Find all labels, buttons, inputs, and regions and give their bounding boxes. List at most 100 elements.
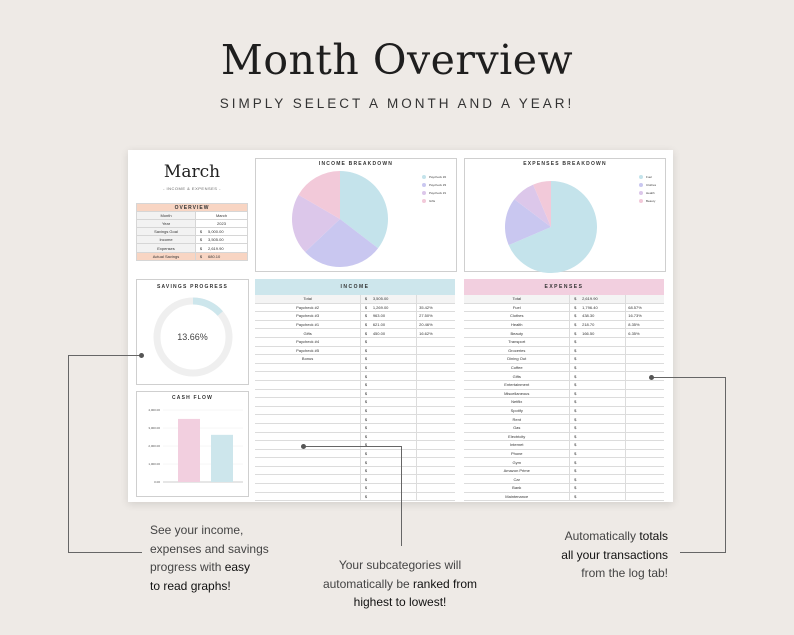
income-row-percent <box>416 432 455 442</box>
callout-line-left <box>68 355 69 553</box>
income-row: Paycheck #5 $ <box>255 346 455 356</box>
expenses-row-percent <box>625 371 664 381</box>
legend-item: Beauty <box>639 199 656 207</box>
income-row-percent <box>416 414 455 424</box>
callout-left-line: expenses and savings <box>150 541 269 556</box>
expenses-row-percent: 6.35% <box>625 328 664 338</box>
overview-label-expenses: Expenses <box>136 243 196 253</box>
expenses-row: Rent $ <box>464 414 664 424</box>
expenses-row-value <box>580 474 627 485</box>
overview-value-month[interactable]: March <box>195 211 248 221</box>
expenses-row-name: Groceries <box>464 346 571 356</box>
income-row-percent: 16.62% <box>416 328 455 338</box>
expenses-row-value <box>580 371 627 381</box>
income-row-value <box>370 492 418 502</box>
income-row: $ <box>255 397 455 407</box>
income-row: $ <box>255 363 455 373</box>
income-row-value <box>370 474 418 485</box>
income-row-percent <box>416 449 455 459</box>
expenses-row: Transport $ <box>464 337 664 347</box>
legend-label: Health <box>646 191 655 195</box>
currency-sign: $ <box>360 328 371 338</box>
income-row-name <box>255 397 362 407</box>
expenses-row-name: Gym <box>464 457 571 467</box>
currency-sign: $ <box>360 380 371 390</box>
currency-sign: $ <box>360 457 371 467</box>
income-row: $ <box>255 449 455 459</box>
legend-swatch <box>639 191 643 196</box>
income-row-value: 621.00 <box>370 320 418 330</box>
income-row-value <box>370 449 418 459</box>
callout-line-right <box>651 377 725 378</box>
expenses-row-percent <box>625 449 664 459</box>
currency-sign: $ <box>569 346 581 356</box>
income-row-percent <box>416 380 455 390</box>
expenses-row-value <box>580 492 627 502</box>
cash-flow-panel: CASH FLOW 4,000.00 3,000.00 2,000.00 1,000.… <box>136 391 249 497</box>
expenses-row-percent <box>625 440 664 450</box>
expenses-row-value <box>580 457 627 467</box>
expenses-row: Internet $ <box>464 440 664 450</box>
legend-label: Fuel <box>646 175 652 179</box>
income-row-percent <box>416 337 455 347</box>
income-row-value <box>370 423 418 433</box>
income-row: $ <box>255 474 455 485</box>
legend-swatch <box>422 191 426 196</box>
income-row-percent: 27.50% <box>416 311 455 321</box>
tick-label: 4,000.00 <box>148 408 160 412</box>
legend-item: Fuel <box>639 175 656 183</box>
expenses-row-name: Netflix <box>464 397 571 407</box>
legend-label: Paycheck #1 <box>429 191 447 195</box>
currency-sign: $ <box>569 492 581 502</box>
expenses-row: Fuel $1,796.40 68.57% <box>464 303 664 313</box>
income-row-name: Paycheck #1 <box>255 320 362 330</box>
legend-label: Paycheck #2 <box>429 175 447 179</box>
income-row-name: Gifts <box>255 328 362 338</box>
income-row-name: Paycheck #2 <box>255 303 362 313</box>
tick-label: 2,000.00 <box>148 444 160 448</box>
income-row-percent <box>416 474 455 485</box>
overview-value-savings-goal[interactable]: 5,000.00 <box>206 227 248 237</box>
currency-sign: $ <box>360 320 371 330</box>
legend-label: Clothes <box>646 183 657 187</box>
income-row-value: 963.00 <box>370 311 418 321</box>
expenses-row: Beauty $166.50 6.35% <box>464 328 664 338</box>
income-row-value <box>370 337 418 347</box>
callout-left-line: progress with <box>150 560 225 574</box>
expenses-row: Maintenance $ <box>464 492 664 502</box>
income-row-percent <box>416 440 455 450</box>
callout-dot-middle <box>301 444 306 449</box>
income-row-name <box>255 414 362 424</box>
income-row-percent <box>416 423 455 433</box>
expenses-row-name: Gifts <box>464 371 571 381</box>
expenses-row-value <box>580 380 627 390</box>
expenses-row-name: Internet <box>464 440 571 450</box>
pie-slice <box>508 181 597 273</box>
income-row-value <box>370 354 418 364</box>
expenses-row-percent <box>625 380 664 390</box>
income-row-percent <box>416 363 455 373</box>
expenses-row-name: Car <box>464 474 571 485</box>
expenses-row-percent <box>625 466 664 476</box>
currency-sign: $ <box>360 440 371 450</box>
income-row-name <box>255 389 362 399</box>
expenses-row: Entertainment $ <box>464 380 664 390</box>
income-row-value <box>370 346 418 356</box>
income-row-percent <box>416 346 455 356</box>
income-row: Paycheck #3 $963.00 27.50% <box>255 311 455 321</box>
callout-left-line: See your income, <box>150 523 244 537</box>
currency-sign: $ <box>195 251 206 261</box>
callout-line-right-down <box>725 377 726 552</box>
income-table-title: INCOME <box>255 279 455 295</box>
expenses-row-name: Health <box>464 320 571 330</box>
overview-value-year[interactable]: 2023 <box>195 219 248 229</box>
expenses-row-percent: 16.73% <box>625 311 664 321</box>
expenses-row-value <box>580 414 627 424</box>
income-row-value <box>370 457 418 467</box>
expenses-row-percent <box>625 346 664 356</box>
expenses-total-percent <box>625 295 664 304</box>
income-row-value <box>370 466 418 476</box>
currency-sign: $ <box>195 227 206 237</box>
pie-slice <box>298 171 340 219</box>
expenses-row-value: 166.50 <box>580 328 627 338</box>
